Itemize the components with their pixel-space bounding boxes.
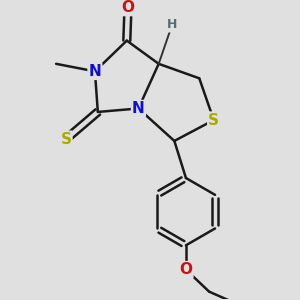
Text: S: S <box>60 132 71 147</box>
Text: O: O <box>122 0 134 15</box>
Text: O: O <box>179 262 192 277</box>
Text: N: N <box>88 64 101 79</box>
Text: N: N <box>132 101 145 116</box>
Text: H: H <box>167 19 177 32</box>
Text: S: S <box>208 112 219 128</box>
